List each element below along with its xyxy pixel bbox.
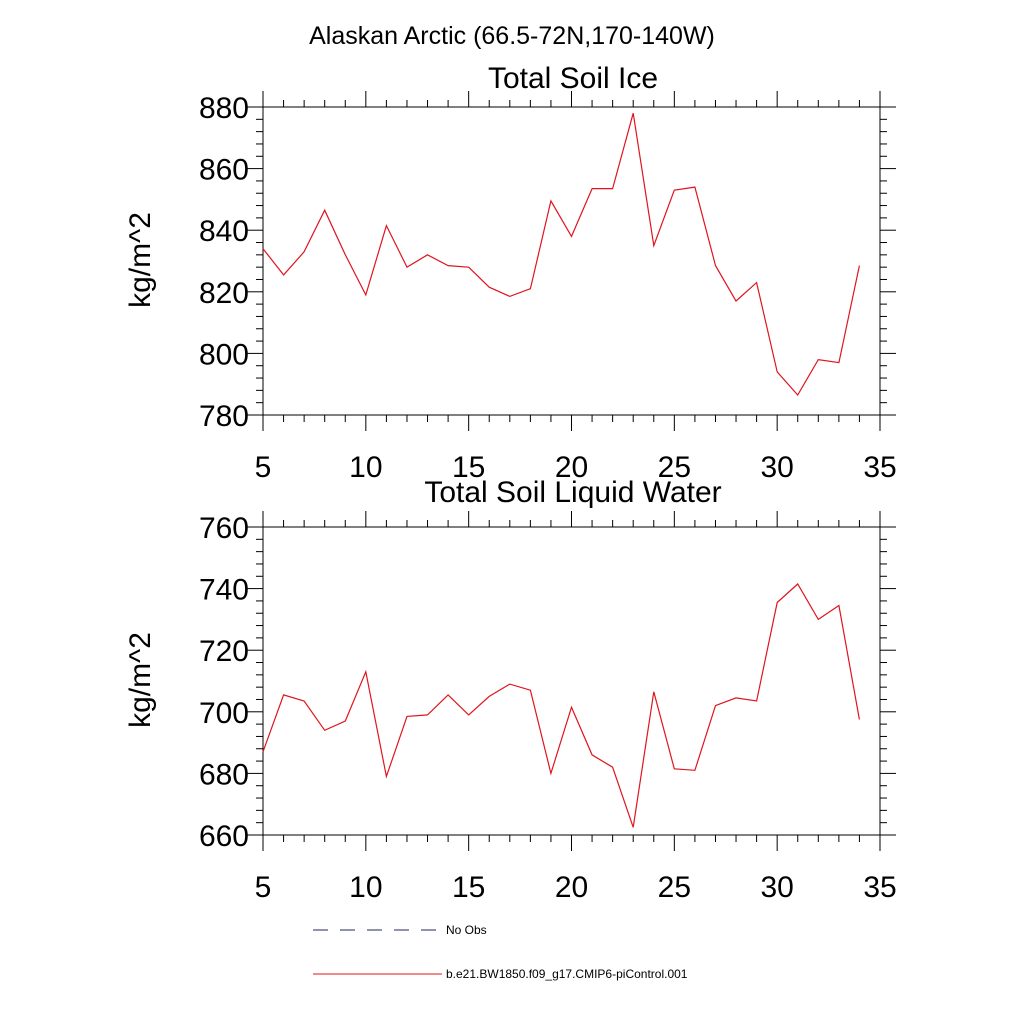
x-tick-label: 15: [452, 871, 485, 904]
x-tick-label: 10: [349, 871, 382, 904]
x-tick-label: 5: [255, 871, 272, 904]
y-axis-label: kg/m^2: [124, 632, 157, 728]
y-axis-label: kg/m^2: [124, 212, 157, 308]
plot-frame: [262, 106, 881, 416]
x-tick-label: 15: [452, 451, 485, 484]
legend-label-no-obs: No Obs: [446, 923, 487, 937]
y-tick-label: 700: [199, 697, 249, 730]
x-tick-label: 5: [255, 451, 272, 484]
y-tick-label: 740: [199, 574, 249, 607]
x-tick-label: 35: [863, 871, 896, 904]
y-tick-label: 860: [199, 154, 249, 187]
y-tick-label: 780: [199, 400, 249, 433]
y-tick-label: 840: [199, 215, 249, 248]
panel-title: Total Soil Ice: [488, 62, 658, 95]
legend-label-model: b.e21.BW1850.f09_g17.CMIP6-piControl.001: [446, 967, 688, 981]
x-tick-label: 10: [349, 451, 382, 484]
plot-frame: [262, 526, 881, 836]
y-tick-label: 880: [199, 92, 249, 125]
x-tick-label: 20: [555, 451, 588, 484]
x-tick-label: 30: [760, 451, 793, 484]
y-tick-label: 760: [199, 512, 249, 545]
y-tick-label: 680: [199, 758, 249, 791]
legend: No Obs b.e21.BW1850.f09_g17.CMIP6-piCont…: [313, 923, 688, 981]
y-tick-label: 720: [199, 635, 249, 668]
figure-title: Alaskan Arctic (66.5-72N,170-140W): [309, 22, 715, 50]
y-tick-label: 660: [199, 820, 249, 853]
series-line: [262, 113, 860, 397]
x-tick-label: 30: [760, 871, 793, 904]
panel-title: Total Soil Liquid Water: [424, 476, 721, 509]
x-tick-label: 25: [658, 871, 691, 904]
x-tick-label: 35: [863, 451, 896, 484]
y-tick-label: 820: [199, 277, 249, 310]
x-tick-label: 25: [658, 451, 691, 484]
x-tick-label: 20: [555, 871, 588, 904]
panel-total-soil-liquid-water: Total Soil Liquid Water kg/m^2 5 10 15 20 25…: [124, 476, 897, 904]
panel-total-soil-ice: Total Soil Ice kg/m^2 5 10 15 20 25 30 35 780 80…: [124, 62, 897, 484]
y-tick-label: 800: [199, 338, 249, 371]
series-line: [262, 583, 860, 828]
